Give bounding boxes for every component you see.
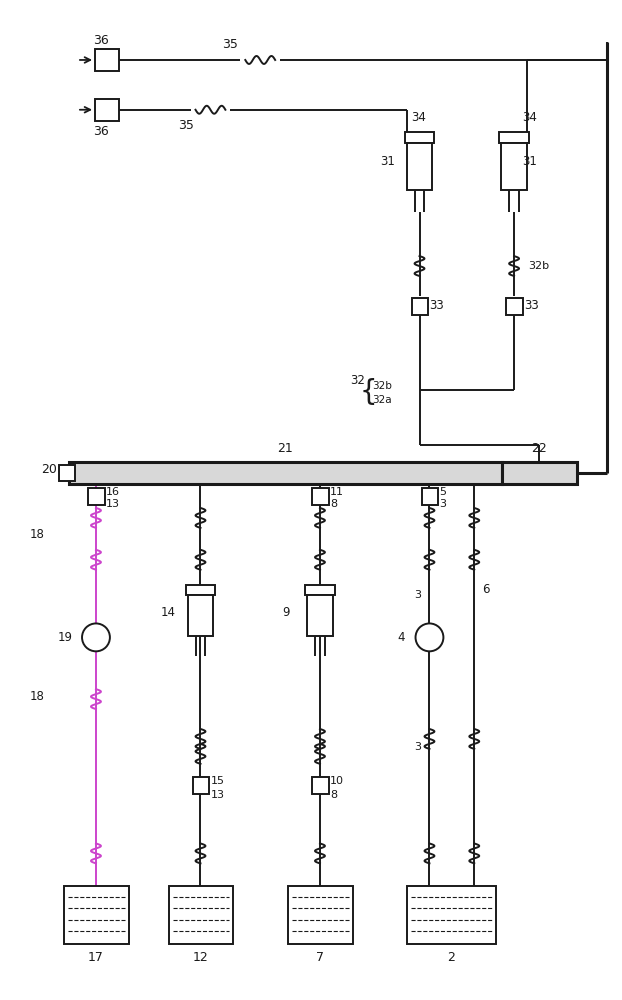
Text: 36: 36 (93, 125, 109, 138)
Text: 17: 17 (88, 951, 104, 964)
Text: 8: 8 (330, 790, 337, 800)
Text: 21: 21 (277, 442, 293, 455)
Text: 20: 20 (41, 463, 57, 476)
Bar (407, 886, 496, 944)
Bar (501, 143, 527, 190)
Bar (185, 585, 215, 595)
Bar (59, 465, 75, 481)
Bar (169, 886, 233, 944)
Text: 32a: 32a (372, 395, 391, 405)
Text: 8: 8 (330, 499, 337, 509)
Text: 3: 3 (414, 590, 422, 600)
Text: 12: 12 (193, 951, 208, 964)
Text: 31: 31 (379, 155, 394, 168)
Bar (305, 585, 335, 595)
Bar (95, 49, 119, 71)
Text: 14: 14 (160, 606, 175, 619)
Circle shape (82, 623, 110, 651)
Bar (404, 132, 434, 143)
Bar (288, 886, 353, 944)
Text: 33: 33 (429, 299, 444, 312)
Text: 13: 13 (210, 790, 225, 800)
Text: 34: 34 (412, 111, 427, 124)
Bar (193, 777, 210, 794)
Text: 32b: 32b (528, 261, 549, 271)
Text: 5: 5 (439, 487, 447, 497)
Text: 33: 33 (524, 299, 539, 312)
Text: 31: 31 (522, 155, 537, 168)
Text: 34: 34 (522, 111, 537, 124)
Circle shape (415, 623, 443, 651)
Bar (64, 886, 129, 944)
Bar (502, 462, 577, 484)
Bar (499, 132, 529, 143)
Text: 18: 18 (29, 528, 44, 541)
Text: 32: 32 (350, 374, 364, 387)
Text: 11: 11 (330, 487, 344, 497)
Text: 4: 4 (397, 631, 405, 644)
Text: 22: 22 (531, 442, 547, 455)
Text: 35: 35 (223, 38, 238, 51)
Bar (312, 488, 329, 505)
Text: 18: 18 (29, 690, 44, 703)
Text: 6: 6 (482, 583, 490, 596)
Text: 2: 2 (447, 951, 455, 964)
Text: 10: 10 (330, 776, 344, 786)
Bar (506, 298, 523, 315)
Text: {: { (360, 378, 378, 406)
Text: 9: 9 (282, 606, 290, 619)
Bar (412, 298, 429, 315)
Text: 15: 15 (210, 776, 225, 786)
Text: 32b: 32b (372, 381, 392, 391)
Bar (95, 99, 119, 121)
Bar (88, 488, 105, 505)
Text: 19: 19 (58, 631, 73, 644)
Text: 3: 3 (439, 499, 447, 509)
Text: 36: 36 (93, 34, 109, 47)
Bar (312, 777, 329, 794)
Text: 3: 3 (414, 742, 422, 752)
Text: 13: 13 (106, 499, 120, 509)
Bar (188, 595, 213, 636)
Bar (69, 462, 502, 484)
Text: 35: 35 (178, 119, 193, 132)
Bar (307, 595, 333, 636)
Bar (422, 488, 439, 505)
Text: 16: 16 (106, 487, 120, 497)
Bar (407, 143, 432, 190)
Text: 7: 7 (316, 951, 324, 964)
